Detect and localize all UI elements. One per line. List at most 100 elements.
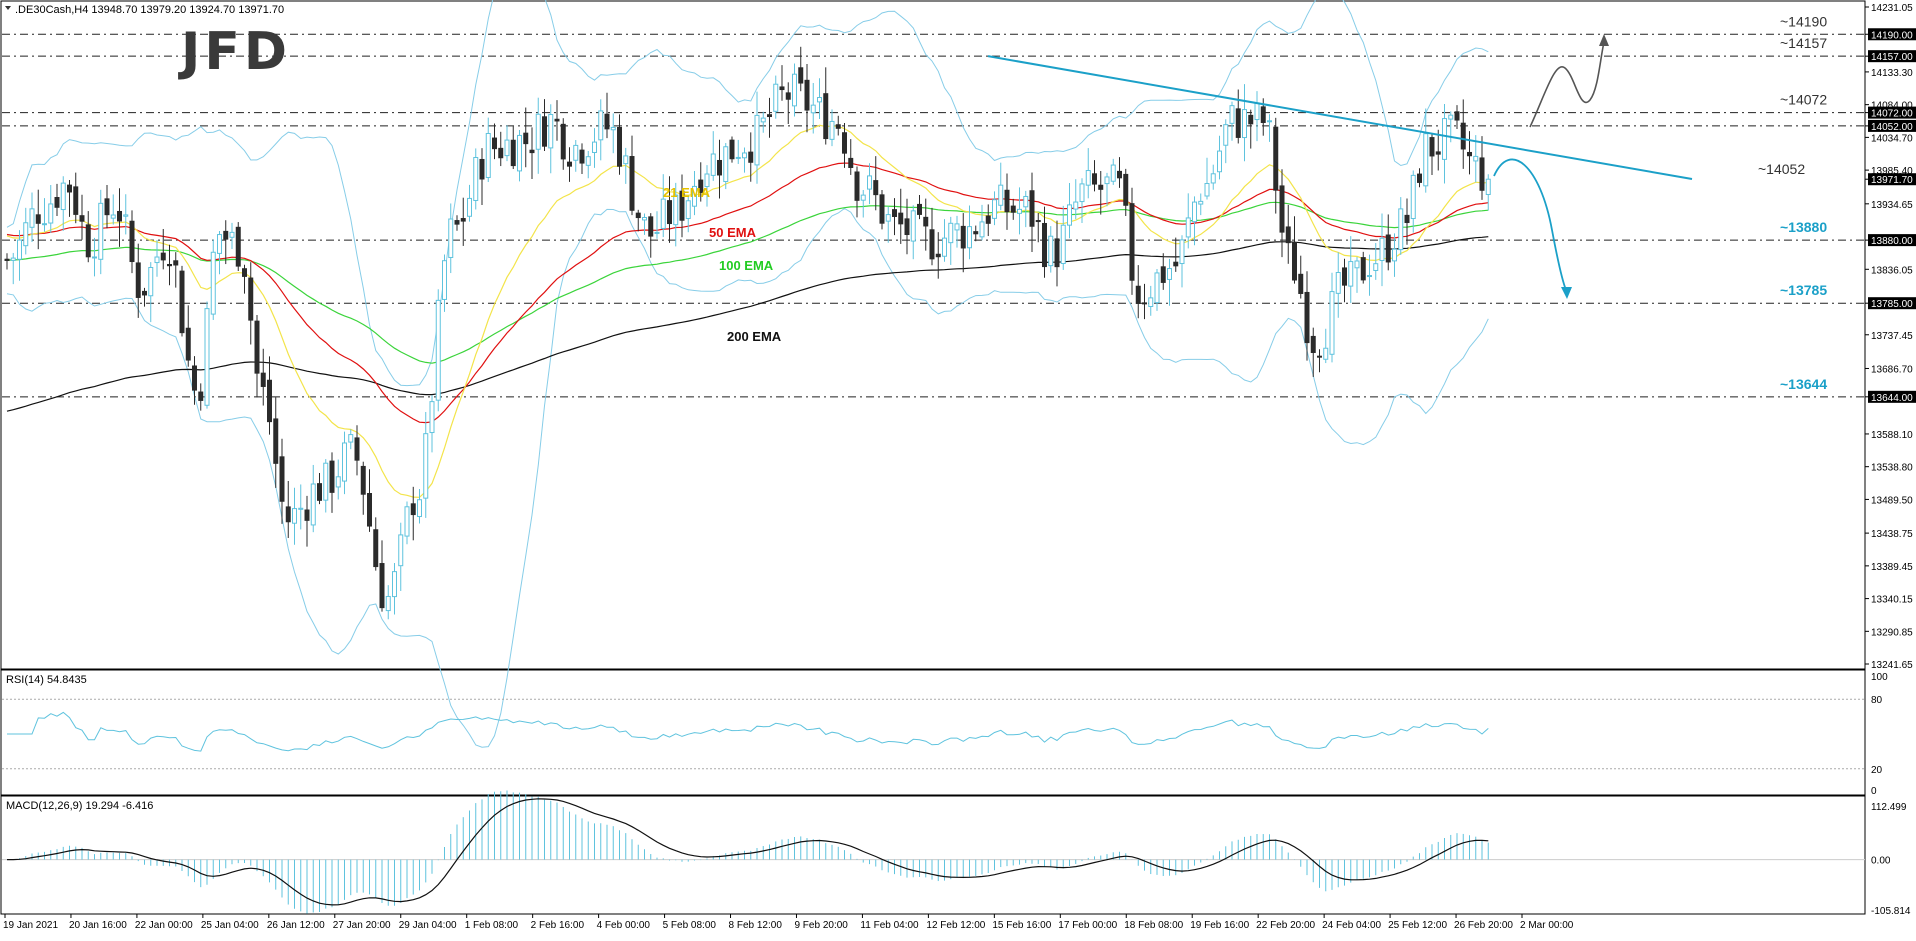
candle-body [160,252,166,261]
candle-body [529,149,535,154]
y-tick-label: 13644.00 [1871,393,1913,404]
candle-body [1123,173,1129,206]
candle-body [85,224,91,258]
candle-body [960,225,966,249]
candle-body [1367,275,1372,278]
candle-body [123,214,129,217]
candle-body [1398,208,1404,251]
candle-body [192,365,197,391]
candle-body [398,534,404,567]
candle-body [667,200,672,225]
candle-body [1198,200,1204,205]
candle-body [104,198,110,216]
candle-body [154,256,160,264]
candle-body [442,260,447,300]
candle-body [648,216,654,237]
jfd-logo: JFD [178,22,287,82]
candle-body [460,218,466,222]
candle-body [60,182,66,211]
candle-body [885,214,891,222]
candle-body [692,185,697,207]
candle-body [1448,114,1454,120]
y-tick-label: 14034.70 [1871,133,1913,144]
candle-body [748,151,754,163]
candle-body [685,200,691,219]
rsi-label: RSI(14) 54.8435 [6,674,87,686]
y-tick-label: 14084.00 [1871,101,1913,112]
candle-body [610,126,616,131]
candle-body [848,157,854,168]
candle-body [1423,133,1429,187]
x-tick-label: 11 Feb 04:00 [860,920,919,931]
candle-body [654,231,660,234]
candle-body [1242,109,1247,139]
candle-body [923,216,929,227]
candle-body [1379,237,1385,262]
candle-body [1479,157,1485,191]
candle-body [798,67,804,84]
candle-body [254,320,260,374]
candle-body [904,218,910,236]
y-tick-label: 14133.30 [1871,68,1913,79]
candle-body [717,159,722,176]
candle-body [1285,226,1291,244]
candle-body [129,220,135,263]
candle-body [304,509,310,521]
candle-body [935,253,941,258]
candle-body [248,277,254,321]
candle-body [217,234,222,254]
candle-body [1473,155,1479,162]
trendline [987,55,1693,181]
candle-body [1167,268,1172,280]
rsi-tick-label: 80 [1871,695,1883,706]
candle-body [617,126,622,167]
candle-body [1085,170,1091,186]
candle-body [1323,347,1329,360]
candle-body [1235,108,1241,138]
x-tick-label: 25 Jan 04:00 [201,920,259,931]
candle-body [767,114,772,118]
candle-body [492,137,497,150]
y-tick-label: 14157.00 [1871,52,1913,63]
bearish-scenario-arrow [1493,158,1567,291]
candle-body [454,220,460,225]
candle-body [148,266,154,297]
macd-pane [0,795,1866,915]
candle-body [392,571,397,598]
candle-body [604,113,610,130]
x-tick-label: 22 Feb 20:00 [1256,920,1315,931]
candle-body [804,79,810,111]
y-tick-highlight [1868,234,1916,247]
candle-body [1329,291,1335,355]
candle-body [285,506,291,523]
x-tick-label: 19 Jan 2021 [3,920,58,931]
ema-label: 21 EMA [663,185,711,200]
y-tick-label: 14190.00 [1871,30,1913,41]
candle-body [760,117,766,123]
candle-body [360,465,366,495]
rsi-tick-label: 100 [1871,672,1888,683]
candle-body [1273,126,1279,191]
candle-body [348,434,354,443]
candle-body [1067,204,1072,226]
candle-body [1267,120,1272,123]
y-tick-label: 13389.45 [1871,562,1913,573]
candle-body [1217,150,1222,173]
candle-body [1429,137,1435,157]
scenario-arrows [1493,34,1609,299]
rsi-tick-label: 0 [1871,786,1877,797]
macd-tick-label: 112.499 [1871,802,1907,813]
candle-body [1173,261,1179,267]
ema-200-line [6,236,1489,412]
x-tick-label: 29 Jan 04:00 [399,920,457,931]
candle-body [535,113,541,150]
candle-body [242,268,247,277]
candle-body [379,563,385,609]
candle-body [317,483,322,501]
candle-body [1229,105,1235,124]
candle-body [479,158,485,180]
candle-body [679,190,685,221]
candle-body [823,93,829,140]
candle-body [948,222,954,244]
